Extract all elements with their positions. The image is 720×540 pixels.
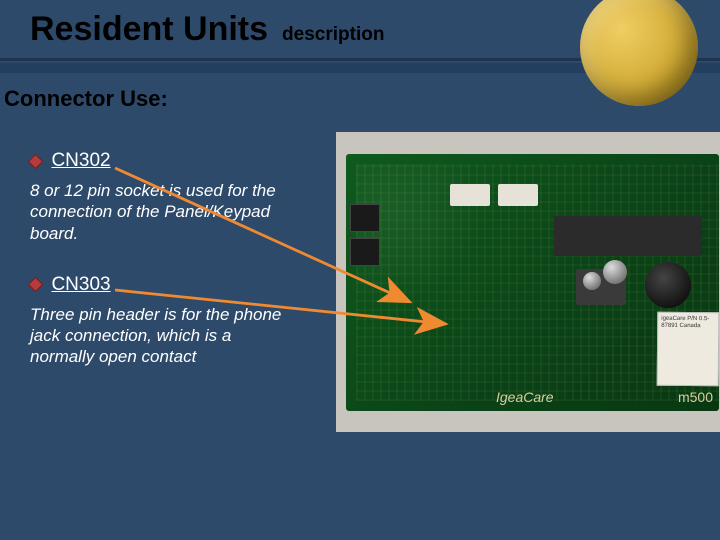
connector-label: CN303	[51, 274, 110, 296]
connector-item: CN303 Three pin header is for the phone …	[30, 274, 330, 368]
pcb-chip	[554, 216, 702, 256]
title-main: Resident Units	[30, 10, 268, 49]
diamond-bullet-icon	[28, 153, 44, 169]
decorative-gold-circle	[580, 0, 698, 106]
slide-title: Resident Units description	[30, 10, 384, 49]
pcb-model-text: m500	[678, 389, 713, 405]
content-column: CN302 8 or 12 pin socket is used for the…	[30, 150, 330, 398]
pcb-label-sticker: igeaCare P/N 0.5-87891 Canada	[657, 312, 720, 387]
section-heading: Connector Use:	[4, 86, 168, 112]
pcb-rj-jack	[350, 238, 380, 266]
connector-description: Three pin header is for the phone jack c…	[30, 304, 288, 368]
pcb-brand-text: IgeaCare	[496, 389, 554, 405]
pcb-rj-jack	[350, 204, 380, 232]
title-sub: description	[282, 24, 384, 46]
pcb-relay	[498, 184, 538, 206]
pcb-buzzer	[645, 262, 691, 308]
connector-label: CN302	[51, 150, 110, 172]
connector-description: 8 or 12 pin socket is used for the conne…	[30, 180, 288, 244]
pcb-capacitor	[603, 260, 627, 284]
connector-item: CN302 8 or 12 pin socket is used for the…	[30, 150, 330, 244]
diamond-bullet-icon	[28, 277, 44, 293]
pcb-photo-frame: igeaCare P/N 0.5-87891 Canada IgeaCare m…	[336, 132, 720, 432]
pcb-capacitor	[583, 272, 601, 290]
pcb-board: igeaCare P/N 0.5-87891 Canada IgeaCare m…	[346, 154, 719, 411]
pcb-relay	[450, 184, 490, 206]
